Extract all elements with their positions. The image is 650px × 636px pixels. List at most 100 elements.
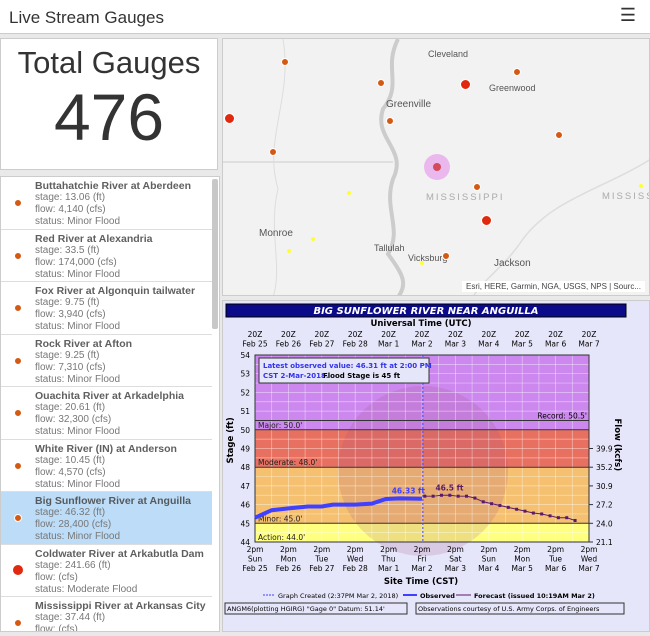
- map-state-label: MISSISS: [602, 191, 650, 202]
- x-tick-label: Mar 6: [545, 564, 567, 573]
- gauge-name: Mississippi River at Arkansas City: [35, 600, 206, 612]
- gauge-list-item[interactable]: Buttahatchie River at Aberdeen stage: 13…: [1, 177, 212, 230]
- gauge-list: Buttahatchie River at Aberdeen stage: 13…: [0, 176, 220, 632]
- map-marker[interactable]: [281, 58, 289, 66]
- map-marker[interactable]: [347, 191, 351, 195]
- map-marker[interactable]: [442, 252, 450, 260]
- map-basemap: [223, 39, 649, 295]
- x-tick-label: Tue: [548, 555, 562, 564]
- y2-tick-label: 27.2: [596, 501, 613, 510]
- x-tick-label: Sun: [482, 555, 497, 564]
- forecast-point: [465, 494, 469, 498]
- gauge-status: status: Minor Flood: [35, 478, 121, 490]
- x-tick-label: Mar 5: [512, 564, 534, 573]
- map-marker[interactable]: [513, 68, 521, 76]
- gauge-name: Rock River at Afton: [35, 337, 133, 350]
- x-tick-label: Fri: [418, 555, 427, 564]
- y2-tick-label: 24.0: [596, 519, 613, 528]
- map-marker[interactable]: [224, 113, 235, 124]
- gauge-list-item[interactable]: Red River at Alexandria stage: 33.5 (ft)…: [1, 230, 212, 282]
- status-dot-icon: [14, 461, 22, 470]
- y-tick-label: 53: [240, 370, 250, 379]
- map-marker[interactable]: [386, 117, 394, 125]
- gauge-list-item[interactable]: Big Sunflower River at Anguilla stage: 4…: [1, 492, 212, 545]
- map-marker[interactable]: [269, 148, 277, 156]
- gauge-name: White River (IN) at Anderson: [35, 442, 177, 455]
- gauge-list-item[interactable]: Mississippi River at Arkansas City stage…: [1, 597, 212, 632]
- gauge-list-item[interactable]: Coldwater River at Arkabutla Dam stage: …: [1, 545, 212, 597]
- top-tick-label: 20Z: [448, 330, 463, 339]
- hamburger-icon[interactable]: ☰: [619, 5, 636, 25]
- map-marker[interactable]: [639, 184, 643, 188]
- gauge-stage: stage: 9.75 (ft): [35, 297, 100, 308]
- forecast-label: 46.5 ft: [435, 483, 463, 492]
- total-gauges-value: 476: [53, 80, 165, 154]
- forecast-point: [490, 502, 494, 506]
- record-label: Record: 50.5': [537, 411, 587, 420]
- map-marker[interactable]: [377, 79, 385, 87]
- x-tick-label: 2pm: [414, 545, 431, 554]
- map[interactable]: Cleveland Greenwood Greenville Monroe Ta…: [222, 38, 650, 296]
- y-tick-label: 47: [240, 482, 250, 491]
- footer-right: Observations courtesy of U.S. Army Corps…: [418, 605, 600, 613]
- gauge-stage: stage: 46.32 (ft): [35, 507, 106, 518]
- annotation-box: [258, 357, 430, 384]
- map-marker[interactable]: [555, 131, 563, 139]
- gauge-flow: flow: 4,140 (cfs): [35, 204, 106, 215]
- forecast-point: [448, 493, 452, 497]
- gauge-flow: flow: 28,400 (cfs): [35, 519, 112, 530]
- map-city-label: Greenville: [386, 99, 432, 110]
- map-marker[interactable]: [433, 163, 441, 171]
- map-marker[interactable]: [481, 215, 492, 226]
- forecast-point: [506, 505, 510, 509]
- x-tick-label: Wed: [347, 555, 364, 564]
- status-dot-icon: [14, 304, 22, 312]
- gauge-flow: flow: (cfs): [35, 624, 78, 632]
- y-axis-label: Stage (ft): [226, 417, 236, 463]
- gauge-list-item[interactable]: White River (IN) at Anderson stage: 10.4…: [1, 440, 212, 492]
- gauge-list-item[interactable]: Ouachita River at Arkadelphia stage: 20.…: [1, 387, 212, 440]
- y-tick-label: 51: [240, 407, 250, 416]
- top-tick-label: 20Z: [481, 330, 496, 339]
- hydrograph-chart: BIG SUNFLOWER RIVER NEAR ANGUILLA Univers…: [224, 303, 627, 615]
- gauge-status: status: Minor Flood: [35, 216, 121, 227]
- gauge-flow: flow: (cfs): [35, 571, 78, 583]
- x-tick-label: Feb 28: [343, 564, 368, 573]
- x-tick-label: 2pm: [514, 545, 531, 554]
- top-tick-label: Mar 3: [445, 340, 467, 349]
- map-city-label: Greenwood: [489, 83, 536, 93]
- map-marker[interactable]: [287, 249, 291, 253]
- x-tick-label: Mar 3: [445, 564, 467, 573]
- gauge-flow: flow: 174,000 (cfs): [35, 256, 117, 268]
- total-gauges-panel: Total Gauges 476: [0, 38, 218, 170]
- x-tick-label: Sat: [449, 555, 461, 564]
- top-tick-label: 20Z: [348, 330, 363, 339]
- status-dot-icon: [14, 619, 22, 627]
- x-tick-label: 2pm: [547, 545, 564, 554]
- x-tick-label: Mar 4: [478, 564, 500, 573]
- x-tick-label: 2pm: [313, 545, 330, 554]
- y2-tick-label: 35.2: [596, 463, 613, 472]
- map-marker[interactable]: [473, 183, 481, 191]
- y-tick-label: 49: [240, 445, 250, 454]
- map-marker[interactable]: [420, 261, 424, 265]
- gauge-status: status: Minor Flood: [35, 531, 121, 542]
- gauge-stage: stage: 20.61 (ft): [35, 402, 106, 413]
- x-tick-label: 2pm: [447, 545, 464, 554]
- gauge-status: status: Minor Flood: [35, 426, 121, 437]
- gauge-name: Fox River at Algonquin tailwater: [35, 285, 196, 297]
- gauge-list-item[interactable]: Fox River at Algonquin tailwater stage: …: [1, 282, 212, 335]
- x-tick-label: Mar 1: [378, 564, 400, 573]
- forecast-point: [573, 518, 577, 522]
- gauge-list-item[interactable]: Rock River at Afton stage: 9.25 (ft) flo…: [1, 335, 212, 387]
- map-city-label: Monroe: [259, 228, 293, 239]
- y-tick-label: 45: [240, 519, 250, 528]
- gauge-name: Red River at Alexandria: [35, 232, 153, 245]
- observed-label: 46.33 ft: [392, 486, 426, 495]
- map-marker[interactable]: [460, 79, 471, 90]
- map-marker[interactable]: [311, 237, 315, 241]
- forecast-point: [439, 493, 443, 497]
- y-tick-label: 48: [240, 463, 250, 472]
- forecast-point: [556, 516, 560, 520]
- scrollbar[interactable]: [212, 179, 218, 329]
